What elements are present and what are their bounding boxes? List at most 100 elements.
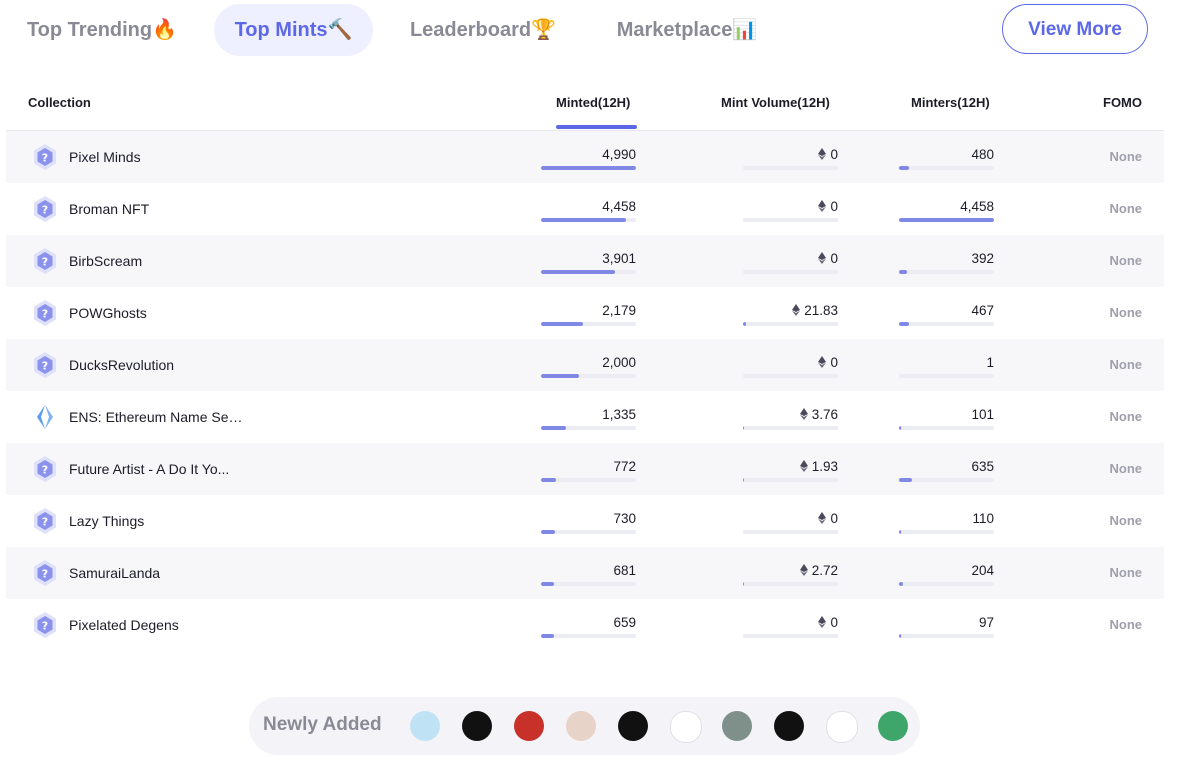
eth-icon [799,563,812,578]
svg-text:?: ? [42,308,48,321]
minted-value: 659 [613,615,636,630]
column-header-minted[interactable]: Minted(12H) [556,95,631,110]
table-row[interactable]: ? Pixelated Degens 659 0 97 None [6,599,1164,651]
question-badge-icon: ? [31,143,59,171]
collection-name[interactable]: Future Artist - A Do It Yo... [69,461,230,477]
table-row[interactable]: ? DucksRevolution 2,000 0 1 None [6,339,1164,391]
star-character-icon[interactable] [410,711,440,741]
fomo-value: None [1109,617,1143,632]
minters-value: 467 [971,303,994,318]
robot-face-icon[interactable] [826,711,858,743]
minters-bar [899,166,994,170]
table-row[interactable]: ? BirbScream 3,901 0 392 None [6,235,1164,287]
mint-volume-value: 2.72 [811,563,838,578]
green-circle-icon[interactable] [878,711,908,741]
minted-bar [541,478,636,482]
tab-leaderboard[interactable]: Leaderboard🏆 [398,4,568,56]
fomo-value: None [1109,149,1143,164]
mint-volume-cell: 2.72 [743,563,838,578]
mint-volume-bar-fill [743,478,744,482]
minted-value: 4,458 [602,199,636,214]
minted-value: 730 [613,511,636,526]
minters-value: 1 [986,355,994,370]
minters-bar [899,478,994,482]
red-creature-icon[interactable] [514,711,544,741]
column-header-minters[interactable]: Minters(12H) [911,95,990,110]
minted-bar-fill [541,322,583,326]
skull-portrait-icon[interactable] [462,711,492,741]
person-portrait-icon[interactable] [566,711,596,741]
question-badge-icon: ? [31,247,59,275]
mint-volume-bar [743,478,838,482]
collection-name[interactable]: BirbScream [69,253,143,269]
table-row[interactable]: ENS: Ethereum Name Ser... 1,335 3.76 101 Non… [6,391,1164,443]
minted-bar [541,218,636,222]
pink-art-icon[interactable] [670,711,702,743]
chart-icon: 📊 [732,19,758,41]
collection-name[interactable]: Pixel Minds [69,149,141,165]
minters-bar-fill [899,270,908,274]
collection-name[interactable]: ENS: Ethereum Name Ser... [69,409,244,425]
mint-volume-cell: 0 [743,355,838,370]
eth-icon [799,459,812,474]
minted-value: 772 [613,459,636,474]
collection-name[interactable]: DucksRevolution [69,357,175,373]
pink-figure-icon[interactable] [722,711,752,741]
column-header-fomo[interactable]: FOMO [1103,95,1142,110]
minters-value: 392 [971,251,994,266]
minted-bar [541,322,636,326]
newly-added-label: Newly Added [263,714,382,735]
collection-name[interactable]: POWGhosts [69,305,147,321]
minters-value: 480 [971,147,994,162]
mint-volume-cell: 0 [743,251,838,266]
column-header-mint-volume[interactable]: Mint Volume(12H) [721,95,830,110]
minters-bar [899,530,994,534]
view-more-button[interactable]: View More [1002,4,1148,54]
question-badge-icon: ? [31,611,59,639]
minters-bar-fill [899,530,902,534]
mint-volume-bar-fill [743,426,744,430]
tab-label: Marketplace [616,19,733,41]
collection-name[interactable]: SamuraiLanda [69,565,161,581]
minted-bar [541,374,636,378]
table-row[interactable]: ? Future Artist - A Do It Yo... 772 1.93 635… [6,443,1164,495]
minters-value: 97 [978,615,994,630]
minters-value: 635 [971,459,994,474]
mint-volume-value: 0 [830,615,838,630]
tab-marketplace[interactable]: Marketplace📊 [602,4,772,56]
minters-bar [899,582,994,586]
spotify-style-icon[interactable] [618,711,648,741]
svg-text:?: ? [42,620,48,633]
table-row[interactable]: ? Pixel Minds 4,990 0 480 None [6,131,1164,183]
svg-text:?: ? [42,360,48,373]
minted-bar [541,426,636,430]
table-row[interactable]: ? Broman NFT 4,458 0 4,458 None [6,183,1164,235]
table-row[interactable]: ? Lazy Things 730 0 110 None [6,495,1164,547]
mint-volume-cell: 0 [743,147,838,162]
minted-bar [541,166,636,170]
mint-volume-value: 0 [830,251,838,266]
mint-volume-bar [743,166,838,170]
minters-value: 4,458 [960,199,994,214]
mint-volume-value: 1.93 [811,459,838,474]
fomo-value: None [1109,409,1143,424]
sort-indicator [556,125,637,129]
collection-name[interactable]: Broman NFT [69,201,150,217]
collection-name[interactable]: Pixelated Degens [69,617,179,633]
minted-bar-fill [541,218,626,222]
minters-bar-fill [899,582,904,586]
question-badge-icon: ? [31,507,59,535]
black-badge-icon[interactable] [774,711,804,741]
mint-volume-value: 0 [830,147,838,162]
tab-top-mints[interactable]: Top Mints🔨 [214,4,373,56]
minted-bar-fill [541,426,567,430]
tab-top-trending[interactable]: Top Trending🔥 [12,4,192,56]
collection-name[interactable]: Lazy Things [69,513,145,529]
minted-value: 3,901 [602,251,636,266]
minted-bar [541,270,636,274]
table-row[interactable]: ? POWGhosts 2,179 21.83 467 None [6,287,1164,339]
column-header-collection[interactable]: Collection [28,95,91,110]
svg-text:?: ? [42,204,48,217]
table-row[interactable]: ? SamuraiLanda 681 2.72 204 None [6,547,1164,599]
minters-bar-fill [899,218,994,222]
